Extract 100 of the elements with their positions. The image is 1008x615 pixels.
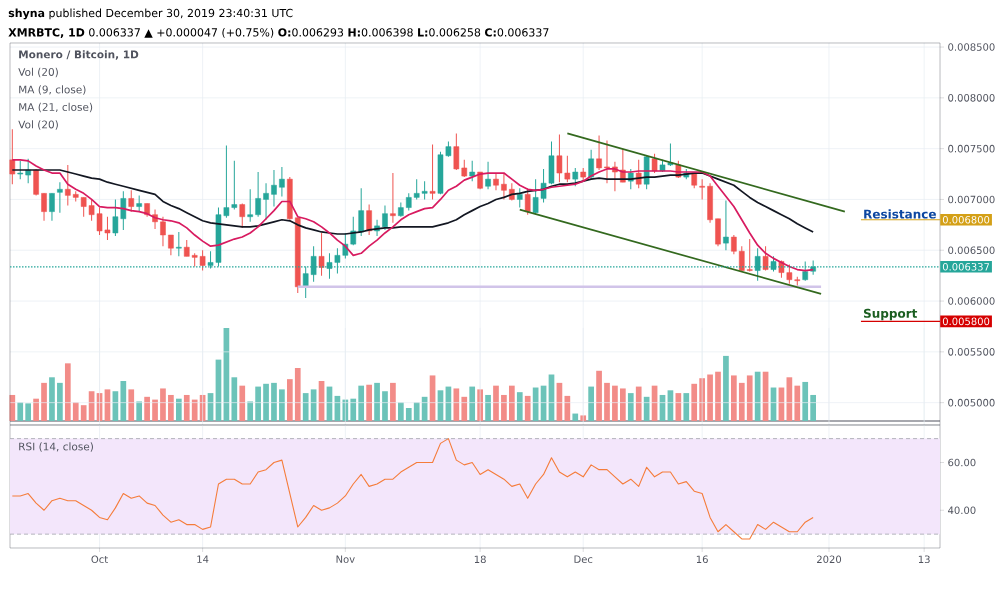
bar bbox=[508, 385, 515, 421]
candlestick bbox=[239, 203, 246, 229]
bar bbox=[160, 388, 166, 421]
bar bbox=[461, 396, 468, 421]
candlestick bbox=[176, 231, 182, 257]
bar bbox=[17, 402, 24, 421]
bar bbox=[128, 389, 135, 421]
candlestick bbox=[485, 161, 491, 190]
bar bbox=[120, 381, 127, 421]
bar bbox=[382, 391, 388, 421]
bar bbox=[239, 385, 246, 421]
bar bbox=[72, 402, 79, 421]
candlestick bbox=[255, 171, 261, 218]
bar bbox=[794, 385, 801, 421]
candlestick bbox=[699, 178, 705, 200]
candlestick bbox=[739, 245, 745, 273]
bar bbox=[627, 393, 634, 421]
text: XMRBTC, 1D 0.006337 ▲ +0.000047 (+0.75%) O:0.006293 H:0.006398 L:0.006258 C:0.006337 bbox=[8, 28, 549, 38]
annotation: RSI (14, close) bbox=[19, 442, 93, 452]
y-tick-label: 0.006000 bbox=[948, 297, 995, 305]
candlestick bbox=[57, 181, 63, 214]
x-tick-label: 13 bbox=[918, 555, 930, 564]
candlestick bbox=[429, 144, 436, 200]
bar bbox=[802, 381, 809, 421]
bar bbox=[691, 383, 698, 421]
annotation: Vol (20) bbox=[18, 67, 58, 78]
y-tick-label: 60.00 bbox=[948, 458, 976, 467]
bar bbox=[738, 382, 745, 421]
bar bbox=[501, 394, 507, 421]
bar bbox=[183, 394, 190, 421]
candlestick bbox=[25, 158, 31, 184]
bar bbox=[493, 385, 499, 421]
candlestick bbox=[382, 205, 388, 231]
bar bbox=[255, 386, 261, 421]
ref-line-label: 0.006337 bbox=[942, 263, 990, 271]
candlestick bbox=[128, 189, 135, 213]
annotation: MA (21, close) bbox=[19, 102, 93, 113]
bar bbox=[41, 382, 47, 421]
y-tick-label: 0.006500 bbox=[948, 246, 995, 255]
bar bbox=[247, 401, 254, 421]
candlestick bbox=[501, 173, 507, 200]
bar bbox=[366, 384, 372, 421]
candlestick bbox=[516, 187, 523, 209]
bar bbox=[588, 386, 594, 421]
bar bbox=[374, 382, 380, 421]
y-tick-label: 0.005500 bbox=[948, 348, 995, 356]
bar bbox=[168, 394, 174, 421]
bar bbox=[746, 375, 753, 421]
ref-line-label: 0.006800 bbox=[942, 215, 990, 224]
candlestick bbox=[731, 234, 737, 255]
bar bbox=[405, 407, 412, 421]
annotation: MA (9, close) bbox=[19, 85, 86, 95]
candlestick bbox=[572, 167, 579, 187]
candlestick bbox=[651, 153, 658, 174]
bar bbox=[754, 371, 761, 421]
y-tick-label: 0.007000 bbox=[948, 195, 995, 204]
bar bbox=[572, 413, 579, 421]
candlestick bbox=[366, 204, 372, 236]
bar bbox=[263, 383, 269, 421]
bar bbox=[294, 367, 301, 421]
x-tick-label: Oct bbox=[91, 555, 108, 564]
candlestick bbox=[723, 199, 729, 251]
bar bbox=[33, 398, 39, 421]
y-tick-label: 0.008000 bbox=[948, 94, 995, 102]
bar bbox=[191, 399, 198, 421]
x-tick-label: 14 bbox=[197, 555, 209, 563]
bar bbox=[596, 370, 602, 421]
bar bbox=[453, 388, 460, 421]
bar bbox=[564, 395, 571, 421]
bar bbox=[715, 371, 721, 421]
bar bbox=[675, 393, 682, 421]
candlestick bbox=[65, 164, 71, 207]
chart-title: shyna published December 30, 2019 23:40:31 UTC bbox=[8, 8, 293, 20]
bar bbox=[516, 392, 523, 421]
bar bbox=[731, 375, 737, 421]
candlestick bbox=[604, 140, 610, 184]
x-tick-label: Dec bbox=[574, 555, 593, 563]
bar bbox=[485, 394, 491, 421]
candlestick bbox=[247, 188, 253, 223]
x-tick-label: 18 bbox=[474, 555, 486, 564]
bar bbox=[635, 386, 642, 421]
bar bbox=[604, 382, 610, 421]
y-tick-label: 40.00 bbox=[948, 506, 976, 515]
bar bbox=[707, 374, 713, 421]
candlestick bbox=[17, 160, 24, 180]
annotation: Support bbox=[863, 308, 918, 321]
candlestick bbox=[746, 238, 753, 273]
candlestick bbox=[9, 128, 16, 185]
candlestick bbox=[271, 169, 277, 208]
bar bbox=[390, 382, 396, 421]
bar bbox=[810, 394, 816, 421]
candlestick bbox=[263, 182, 269, 221]
y-tick-label: 0.005000 bbox=[948, 398, 995, 407]
candlestick bbox=[358, 187, 364, 237]
bar bbox=[136, 401, 143, 421]
bar bbox=[620, 388, 626, 421]
candlestick bbox=[168, 234, 174, 256]
candlestick bbox=[160, 216, 166, 247]
candlestick bbox=[469, 160, 475, 182]
bar bbox=[152, 399, 158, 421]
